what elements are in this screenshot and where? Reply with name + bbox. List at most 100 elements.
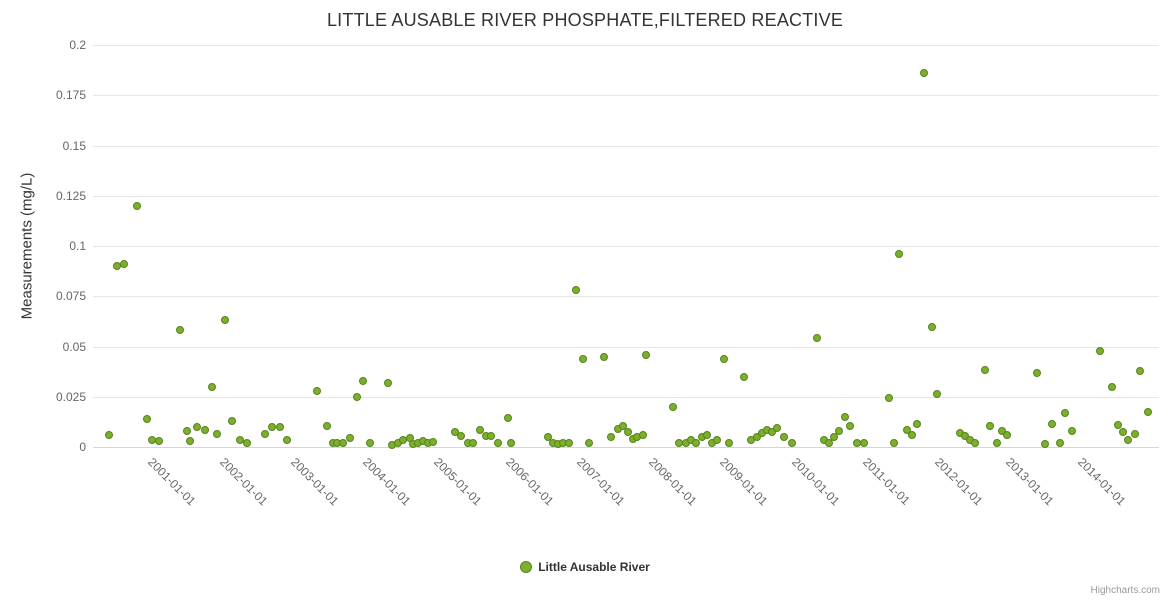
data-point[interactable]: [578, 354, 587, 363]
data-point[interactable]: [143, 414, 152, 423]
data-point[interactable]: [618, 421, 627, 430]
data-point[interactable]: [787, 438, 796, 447]
data-point[interactable]: [780, 432, 789, 441]
data-point[interactable]: [740, 372, 749, 381]
data-point[interactable]: [1118, 427, 1127, 436]
data-point[interactable]: [668, 402, 677, 411]
x-axis-tick-label: 2009-01-01: [717, 455, 771, 509]
data-point[interactable]: [572, 286, 581, 295]
data-point[interactable]: [1130, 429, 1139, 438]
data-point[interactable]: [825, 438, 834, 447]
data-point[interactable]: [1061, 408, 1070, 417]
data-point[interactable]: [208, 382, 217, 391]
data-point[interactable]: [352, 392, 361, 401]
data-point[interactable]: [487, 431, 496, 440]
x-axis-tick-label: 2014-01-01: [1075, 455, 1129, 509]
data-point[interactable]: [493, 438, 502, 447]
data-point[interactable]: [971, 438, 980, 447]
data-point[interactable]: [475, 425, 484, 434]
data-point[interactable]: [105, 430, 114, 439]
data-point[interactable]: [895, 250, 904, 259]
data-point[interactable]: [753, 432, 762, 441]
data-point[interactable]: [120, 260, 129, 269]
data-point[interactable]: [1095, 346, 1104, 355]
data-point[interactable]: [638, 430, 647, 439]
data-point[interactable]: [623, 427, 632, 436]
data-point[interactable]: [885, 393, 894, 402]
data-point[interactable]: [703, 430, 712, 439]
data-point[interactable]: [147, 435, 156, 444]
data-point[interactable]: [313, 386, 322, 395]
data-point[interactable]: [358, 376, 367, 385]
data-point[interactable]: [986, 421, 995, 430]
data-point[interactable]: [773, 423, 782, 432]
data-point[interactable]: [267, 422, 276, 431]
data-point[interactable]: [132, 201, 141, 210]
data-point[interactable]: [175, 326, 184, 335]
data-point[interactable]: [830, 432, 839, 441]
data-point[interactable]: [338, 438, 347, 447]
data-point[interactable]: [907, 430, 916, 439]
data-point[interactable]: [961, 431, 970, 440]
data-point[interactable]: [902, 425, 911, 434]
data-point[interactable]: [713, 435, 722, 444]
data-point[interactable]: [260, 429, 269, 438]
data-point[interactable]: [383, 378, 392, 387]
data-point[interactable]: [927, 323, 936, 332]
highcharts-credits-link[interactable]: Highcharts.com: [1090, 585, 1160, 596]
data-point[interactable]: [642, 350, 651, 359]
data-point[interactable]: [1003, 430, 1012, 439]
data-point[interactable]: [1033, 368, 1042, 377]
data-point[interactable]: [719, 354, 728, 363]
data-point[interactable]: [846, 421, 855, 430]
data-point[interactable]: [933, 389, 942, 398]
data-point[interactable]: [428, 437, 437, 446]
data-point[interactable]: [507, 438, 516, 447]
data-point[interactable]: [1055, 438, 1064, 447]
data-point[interactable]: [365, 438, 374, 447]
data-point[interactable]: [543, 432, 552, 441]
data-point[interactable]: [813, 334, 822, 343]
data-point[interactable]: [221, 316, 230, 325]
data-point[interactable]: [1143, 407, 1152, 416]
data-point[interactable]: [183, 426, 192, 435]
data-point[interactable]: [998, 426, 1007, 435]
data-point[interactable]: [607, 432, 616, 441]
data-point[interactable]: [155, 436, 164, 445]
data-point[interactable]: [242, 438, 251, 447]
data-point[interactable]: [200, 425, 209, 434]
data-point[interactable]: [1048, 419, 1057, 428]
data-point[interactable]: [585, 438, 594, 447]
data-point[interactable]: [841, 412, 850, 421]
data-point[interactable]: [275, 422, 284, 431]
legend-item-little-ausable-river[interactable]: Little Ausable River: [520, 560, 650, 574]
data-point[interactable]: [282, 435, 291, 444]
data-point[interactable]: [322, 421, 331, 430]
data-point[interactable]: [228, 416, 237, 425]
data-point[interactable]: [835, 426, 844, 435]
data-point[interactable]: [503, 413, 512, 422]
data-point[interactable]: [1113, 420, 1122, 429]
data-point[interactable]: [468, 438, 477, 447]
data-point[interactable]: [1135, 366, 1144, 375]
data-point[interactable]: [600, 352, 609, 361]
data-point[interactable]: [920, 69, 929, 78]
data-point[interactable]: [345, 433, 354, 442]
data-point[interactable]: [859, 438, 868, 447]
data-point[interactable]: [890, 438, 899, 447]
data-point[interactable]: [185, 436, 194, 445]
data-point[interactable]: [213, 429, 222, 438]
data-point[interactable]: [913, 419, 922, 428]
data-point[interactable]: [565, 438, 574, 447]
data-point[interactable]: [725, 438, 734, 447]
data-point[interactable]: [692, 438, 701, 447]
data-point[interactable]: [457, 431, 466, 440]
data-point[interactable]: [768, 427, 777, 436]
data-point[interactable]: [450, 427, 459, 436]
data-point[interactable]: [980, 365, 989, 374]
data-point[interactable]: [1107, 382, 1116, 391]
data-point[interactable]: [1123, 435, 1132, 444]
data-point[interactable]: [1040, 439, 1049, 448]
data-point[interactable]: [1067, 426, 1076, 435]
data-point[interactable]: [992, 438, 1001, 447]
